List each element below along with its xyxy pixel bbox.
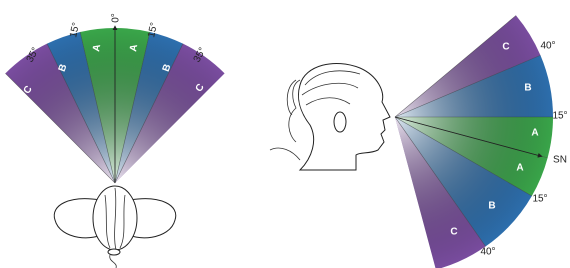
- head-profile: [270, 63, 390, 170]
- angle-label: 0°: [111, 13, 122, 23]
- zone-label: C: [450, 227, 457, 238]
- zone-label: B: [488, 201, 495, 212]
- angle-label: 15°: [532, 194, 547, 205]
- angle-label: 40°: [540, 41, 555, 52]
- zone-label: C: [502, 42, 509, 53]
- angle-label: 15°: [552, 111, 567, 122]
- diagram: 0° 15° 15° 35° 35° A A B B C C 40° 15° 1…: [0, 0, 570, 268]
- zone-label: A: [516, 163, 523, 174]
- axis-label: SN: [553, 155, 567, 166]
- zone-label: A: [531, 128, 538, 139]
- head-top-view: [54, 186, 176, 268]
- angle-label: 40°: [480, 247, 495, 258]
- zone-label: B: [524, 83, 531, 94]
